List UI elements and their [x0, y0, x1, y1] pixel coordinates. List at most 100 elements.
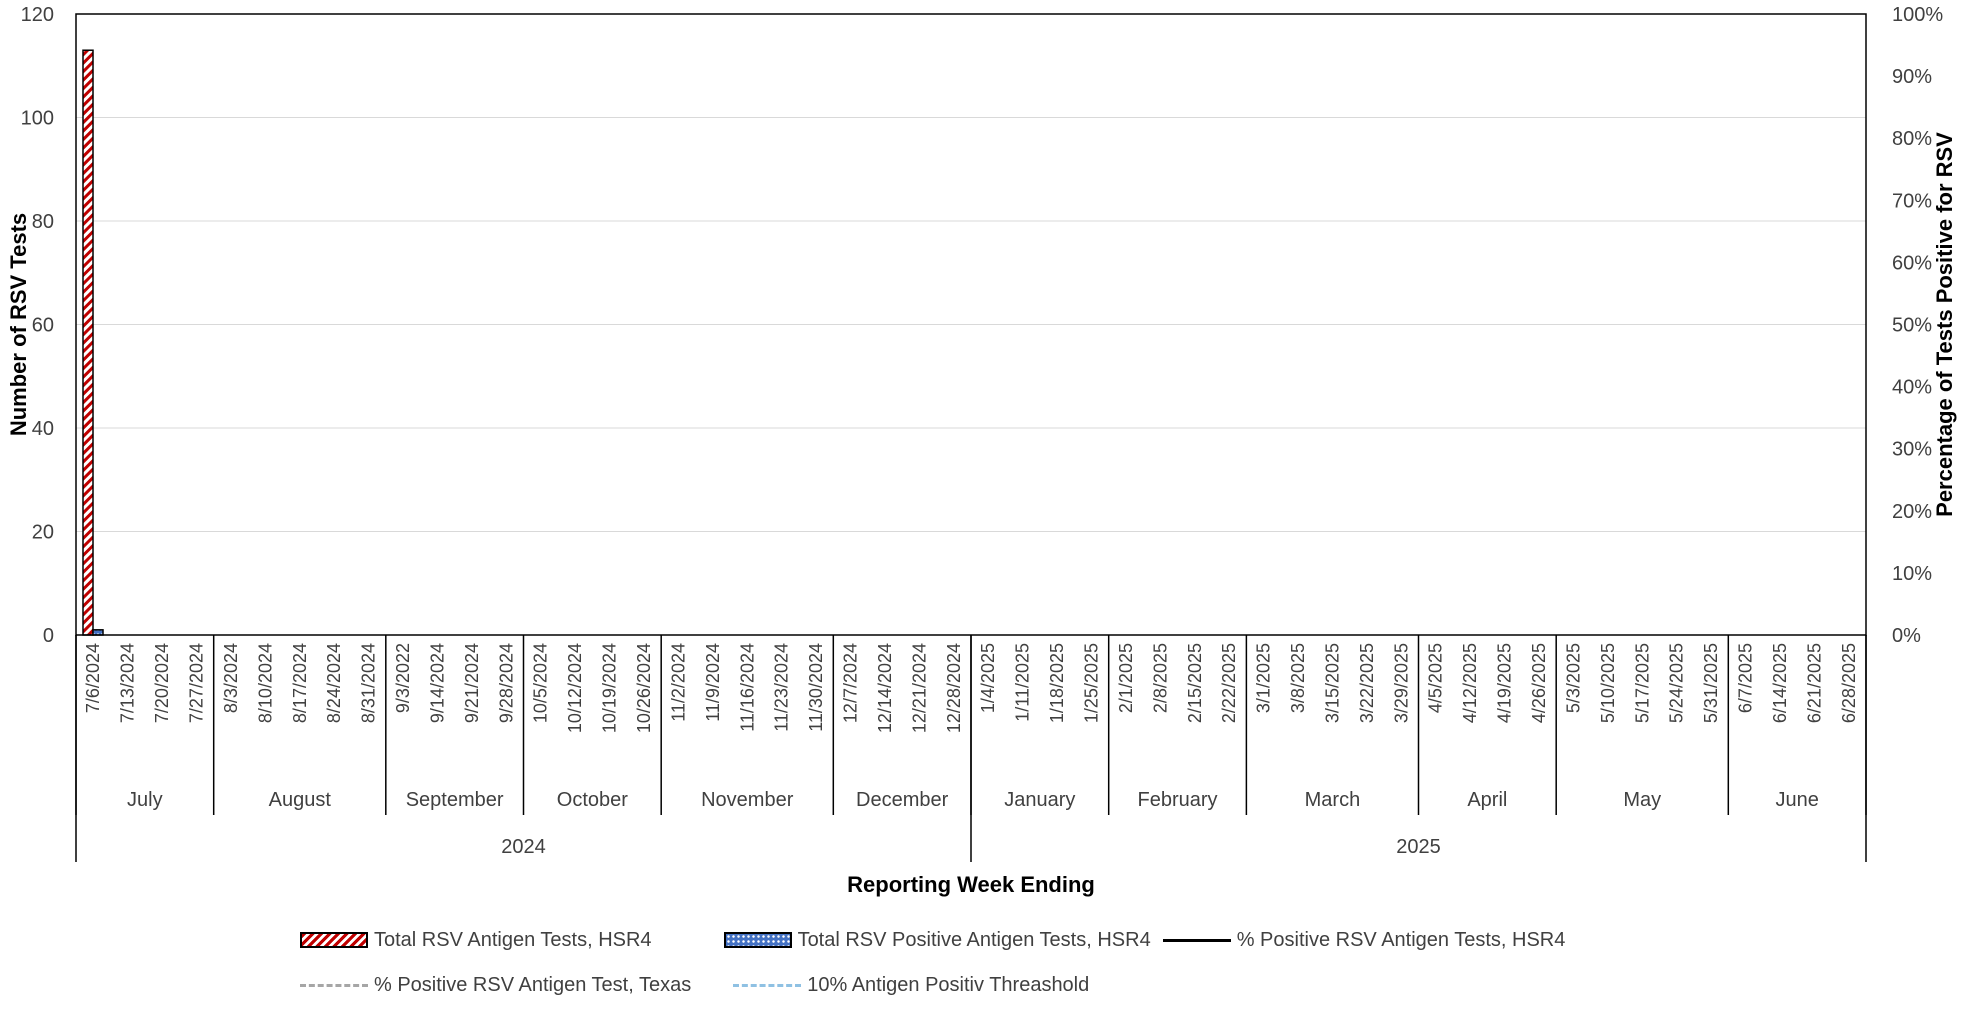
- legend-swatch-total-tests: [300, 932, 368, 948]
- x-tick-label: 9/14/2024: [427, 643, 447, 723]
- x-tick-label: 7/27/2024: [186, 643, 206, 723]
- x-tick-label: 3/15/2025: [1322, 643, 1342, 723]
- legend-item-pct-hsr4: % Positive RSV Antigen Tests, HSR4: [1162, 928, 1566, 952]
- x-tick-label: 8/10/2024: [255, 643, 275, 723]
- x-tick-label: 4/26/2025: [1529, 643, 1549, 723]
- y2-axis-title: Percentage of Tests Positive for RSV: [1932, 132, 1957, 517]
- y2-tick-label: 40%: [1892, 377, 1932, 399]
- y2-tick-label: 70%: [1892, 190, 1932, 212]
- y-tick-label: 100: [21, 108, 54, 130]
- x-tick-label: 3/29/2025: [1391, 643, 1411, 723]
- x-tick-label: 2/8/2025: [1150, 643, 1170, 713]
- month-label: January: [1004, 789, 1075, 811]
- x-tick-label: 2/15/2025: [1185, 643, 1205, 723]
- x-tick-label: 11/9/2024: [703, 643, 723, 722]
- month-label: November: [701, 789, 794, 811]
- x-tick-label: 9/3/2022: [393, 643, 413, 713]
- bar-total-tests: [82, 49, 94, 636]
- x-tick-label: 8/31/2024: [359, 643, 379, 723]
- x-tick-label: 6/21/2025: [1804, 643, 1824, 723]
- legend-swatch-positive-tests: [723, 932, 792, 948]
- month-label: March: [1305, 789, 1361, 811]
- x-tick-label: 8/17/2024: [290, 643, 310, 723]
- x-tick-label: 6/7/2025: [1736, 643, 1756, 713]
- month-label: October: [557, 789, 628, 811]
- year-label: 2024: [501, 836, 546, 858]
- x-tick-label: 1/4/2025: [978, 643, 998, 713]
- legend-label-pct-texas: % Positive RSV Antigen Test, Texas: [374, 973, 692, 996]
- month-label: April: [1467, 789, 1507, 811]
- legend-row-1: Total RSV Antigen Tests, HSR4 Total RSV …: [300, 925, 1577, 955]
- legend: Total RSV Antigen Tests, HSR4 Total RSV …: [300, 925, 1800, 1005]
- x-tick-label: 5/31/2025: [1701, 643, 1721, 723]
- x-axis-title: Reporting Week Ending: [847, 872, 1095, 897]
- x-tick-label: 5/10/2025: [1598, 643, 1618, 723]
- y-tick-label: 40: [32, 418, 54, 440]
- x-tick-label: 9/21/2024: [462, 643, 482, 723]
- legend-label-threshold: 10% Antigen Positiv Threashold: [807, 973, 1090, 996]
- legend-swatch-pct-texas: [300, 977, 368, 993]
- x-tick-label: 12/28/2024: [944, 643, 964, 733]
- x-tick-label: 4/12/2025: [1460, 643, 1480, 723]
- x-tick-label: 5/24/2025: [1667, 643, 1687, 723]
- y-axis-title: Number of RSV Tests: [6, 213, 31, 436]
- legend-item-total-tests: Total RSV Antigen Tests, HSR4: [300, 929, 652, 952]
- month-label: July: [127, 789, 163, 811]
- year-label: 2025: [1396, 836, 1441, 858]
- x-tick-label: 5/3/2025: [1563, 643, 1583, 713]
- x-tick-label: 2/1/2025: [1116, 643, 1136, 713]
- x-tick-label: 12/14/2024: [875, 643, 895, 733]
- y2-tick-label: 0%: [1892, 625, 1921, 647]
- legend-item-pct-texas: % Positive RSV Antigen Test, Texas: [300, 974, 691, 997]
- x-tick-label: 11/16/2024: [737, 643, 757, 732]
- y-tick-label: 0: [43, 625, 54, 647]
- y2-tick-label: 90%: [1892, 66, 1932, 88]
- y2-tick-label: 20%: [1892, 501, 1932, 523]
- x-tick-label: 7/20/2024: [152, 643, 172, 723]
- legend-row-2: % Positive RSV Antigen Test, Texas 10% A…: [300, 970, 1101, 1000]
- x-tick-label: 7/13/2024: [118, 643, 138, 723]
- x-tick-label: 9/28/2024: [496, 643, 516, 723]
- x-tick-label: 10/12/2024: [565, 643, 585, 733]
- y-tick-label: 20: [32, 522, 54, 544]
- x-tick-label: 11/2/2024: [668, 643, 688, 722]
- bar-positive-tests: [92, 629, 104, 636]
- x-tick-label: 3/1/2025: [1254, 643, 1274, 713]
- x-tick-label: 1/18/2025: [1047, 643, 1067, 723]
- month-label: December: [856, 789, 949, 811]
- y2-tick-label: 80%: [1892, 128, 1932, 150]
- y2-tick-label: 10%: [1892, 563, 1932, 585]
- y2-tick-label: 100%: [1892, 4, 1943, 26]
- legend-label-pct-hsr4: % Positive RSV Antigen Tests, HSR4: [1236, 928, 1566, 951]
- y-tick-label: 60: [32, 315, 54, 337]
- legend-swatch-threshold: [733, 977, 802, 993]
- legend-label-positive-tests: Total RSV Positive Antigen Tests, HSR4: [797, 928, 1151, 951]
- month-label: September: [406, 789, 504, 811]
- month-label: June: [1775, 789, 1818, 811]
- x-tick-label: 12/7/2024: [841, 643, 861, 723]
- month-label: May: [1623, 789, 1661, 811]
- x-tick-label: 11/30/2024: [806, 643, 826, 732]
- legend-item-positive-tests: Total RSV Positive Antigen Tests, HSR4: [723, 928, 1151, 952]
- y-tick-label: 80: [32, 211, 54, 233]
- x-tick-label: 2/22/2025: [1219, 643, 1239, 723]
- legend-item-threshold: 10% Antigen Positiv Threashold: [733, 974, 1089, 997]
- y2-tick-label: 30%: [1892, 439, 1932, 461]
- x-tick-label: 12/21/2024: [909, 643, 929, 733]
- x-tick-label: 3/8/2025: [1288, 643, 1308, 713]
- month-label: August: [269, 789, 332, 811]
- y-tick-label: 120: [21, 4, 54, 26]
- x-tick-label: 11/23/2024: [772, 643, 792, 732]
- month-label: February: [1138, 789, 1218, 811]
- y2-tick-label: 50%: [1892, 315, 1932, 337]
- legend-label-total-tests: Total RSV Antigen Tests, HSR4: [374, 928, 652, 951]
- x-tick-label: 1/25/2025: [1081, 643, 1101, 723]
- x-tick-label: 3/22/2025: [1357, 643, 1377, 723]
- x-tick-label: 4/5/2025: [1426, 643, 1446, 713]
- x-tick-label: 4/19/2025: [1495, 643, 1515, 723]
- x-tick-label: 8/24/2024: [324, 643, 344, 723]
- x-tick-label: 6/14/2025: [1770, 643, 1790, 723]
- x-tick-label: 1/11/2025: [1013, 643, 1033, 722]
